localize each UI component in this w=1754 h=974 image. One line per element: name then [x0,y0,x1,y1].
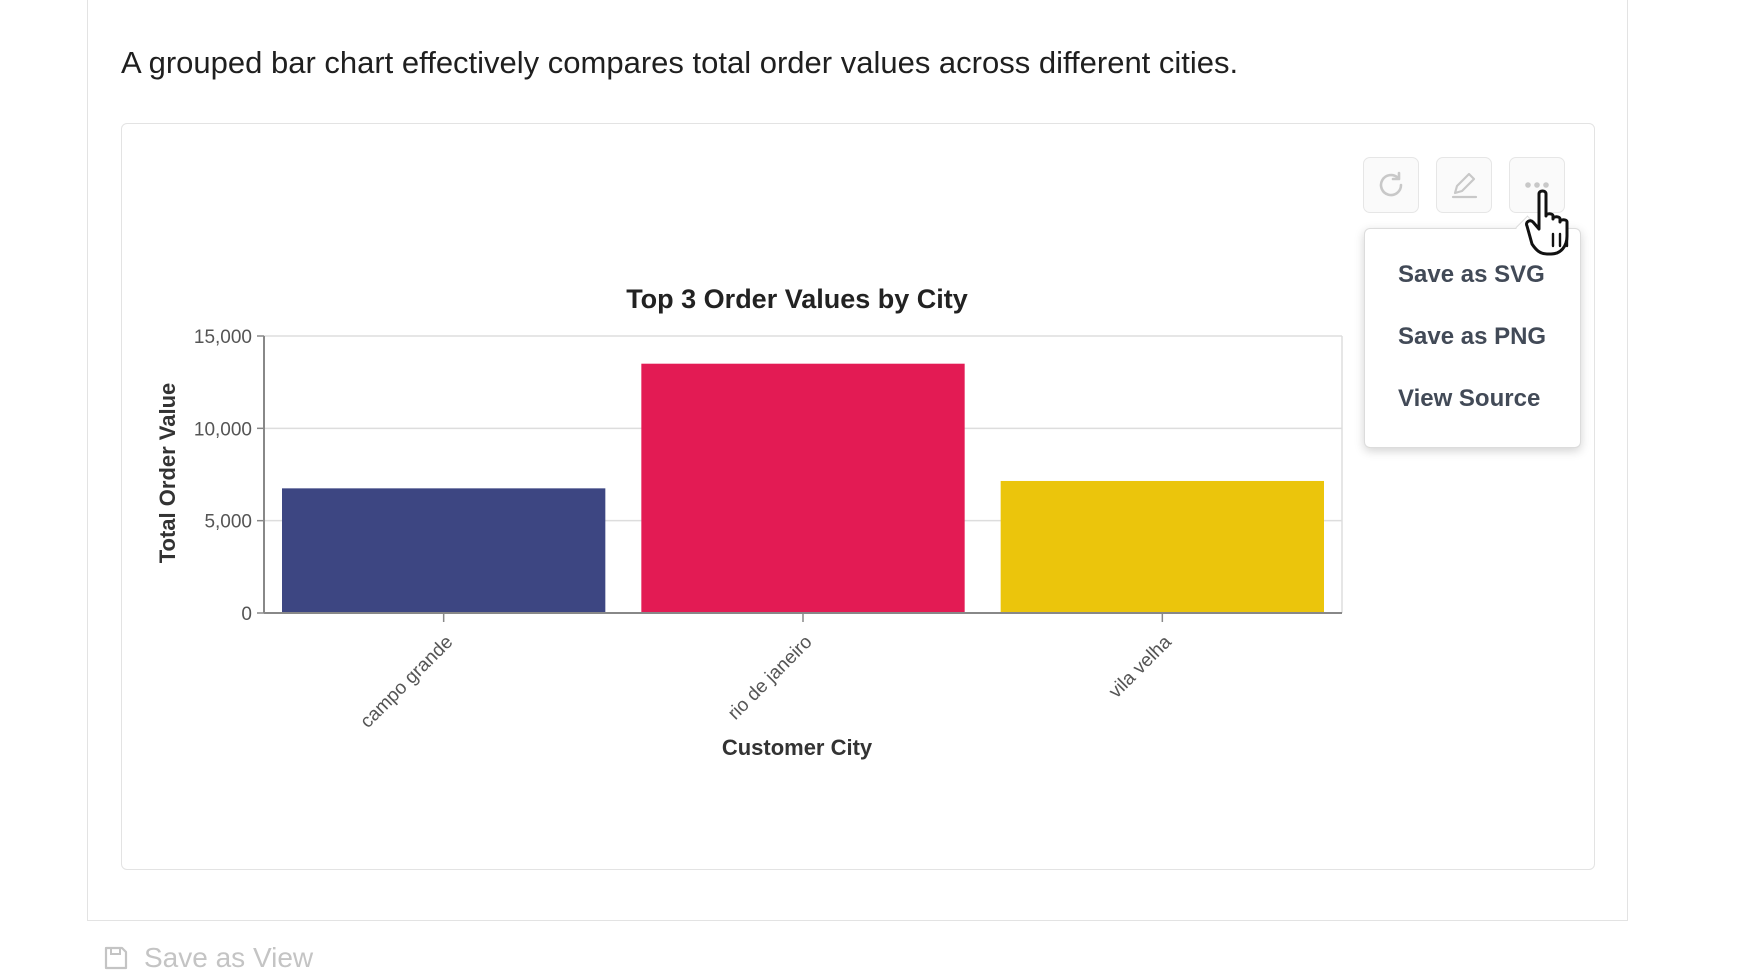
y-tick-label: 15,000 [194,327,252,348]
x-tick-label: campo grande [356,632,457,733]
y-axis-label: Total Order Value [155,383,180,564]
bar[interactable] [282,488,606,613]
y-tick-label: 0 [241,604,252,625]
hand-cursor-icon [1525,189,1569,256]
bar[interactable] [1000,480,1324,613]
menu-item-save-png[interactable]: Save as PNG [1398,323,1547,350]
refresh-icon [1379,171,1403,197]
menu-item-save-svg[interactable]: Save as SVG [1398,261,1545,288]
more-horizontal-icon [1525,182,1549,188]
x-tick-label: vila velha [1105,631,1176,702]
x-axis-ticks: campo grande rio de janeiro vila velha [356,613,1176,732]
refresh-button[interactable] [1363,157,1419,213]
y-tick-label: 5,000 [204,512,252,533]
export-menu: Save as SVG Save as PNG View Source [1364,228,1581,448]
bar[interactable] [641,363,965,613]
chart-title: Top 3 Order Values by City [626,284,968,314]
chart-bars [282,363,1324,613]
x-tick-label: rio de janeiro [724,632,817,725]
x-axis-label: Customer City [722,735,873,760]
save-as-view-button[interactable]: Save as View [102,942,313,974]
more-options-button[interactable] [1509,157,1565,213]
floppy-disk-icon [104,946,128,970]
pencil-icon [1451,172,1478,199]
edit-button[interactable] [1436,157,1492,213]
menu-item-view-source[interactable]: View Source [1398,385,1541,412]
chart-description: A grouped bar chart effectively compares… [121,45,1239,80]
save-as-view-label: Save as View [144,942,314,973]
y-axis-ticks: 0 5,000 10,000 15,000 [194,327,264,625]
y-tick-label: 10,000 [194,419,252,440]
